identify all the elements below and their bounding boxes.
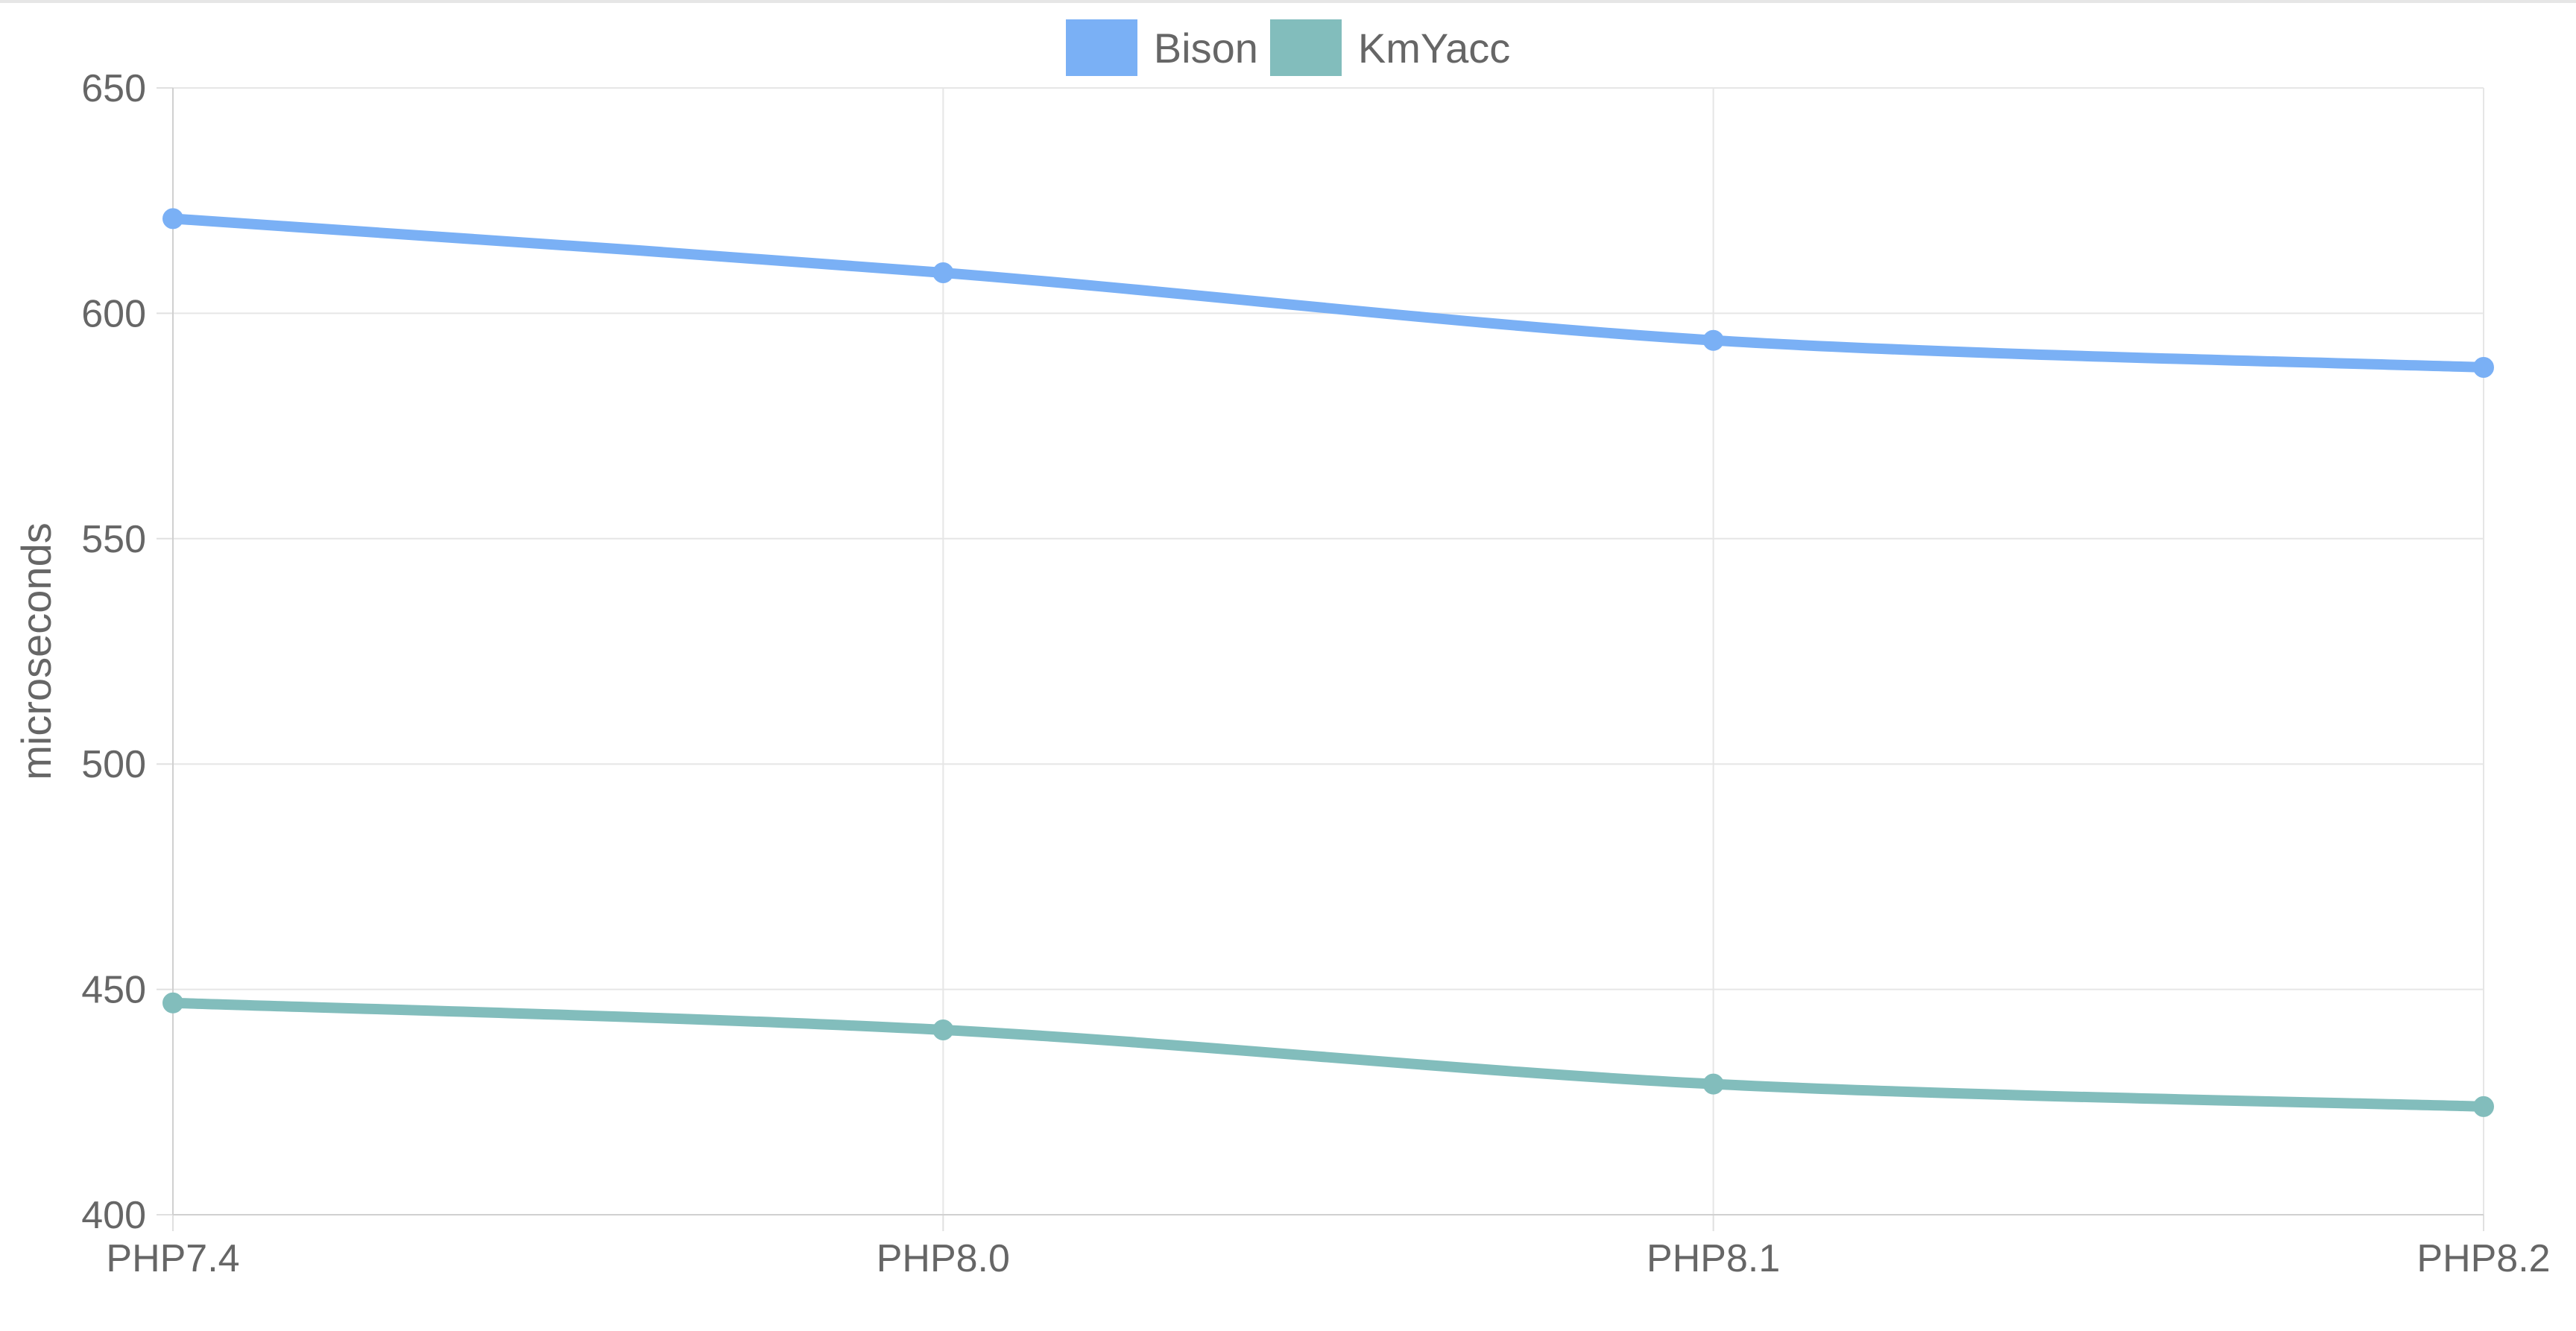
data-point-kmyacc-PHP8.1 <box>1702 1073 1724 1095</box>
x-tick-label-PHP8.0: PHP8.0 <box>877 1237 1010 1280</box>
series-line-kmyacc <box>168 997 2489 1112</box>
chart-axes <box>157 87 2484 1231</box>
legend-item-bison[interactable]: Bison <box>1065 19 1258 76</box>
series-line-bison <box>168 213 2489 373</box>
y-tick-label-450: 450 <box>81 969 146 1012</box>
y-tick-label-600: 600 <box>81 292 146 335</box>
top-divider <box>0 0 2576 3</box>
legend-item-kmyacc[interactable]: KmYacc <box>1269 19 1511 76</box>
y-tick-label-550: 550 <box>81 518 146 561</box>
x-tick-label-PHP8.2: PHP8.2 <box>2416 1237 2550 1280</box>
data-point-bison-PHP8.1 <box>1702 329 1724 351</box>
data-point-kmyacc-PHP8.0 <box>932 1019 954 1041</box>
legend-swatch-kmyacc <box>1269 19 1342 76</box>
y-axis-title: microseconds <box>13 522 60 780</box>
x-tick-label-PHP7.4: PHP7.4 <box>106 1237 239 1280</box>
grid-lines <box>173 87 2484 1215</box>
legend-label-kmyacc: KmYacc <box>1357 24 1511 72</box>
y-tick-label-500: 500 <box>81 743 146 786</box>
data-point-bison-PHP8.0 <box>932 262 954 283</box>
series-group <box>162 208 2494 1117</box>
data-point-kmyacc-PHP8.2 <box>2473 1096 2494 1117</box>
y-tick-label-400: 400 <box>81 1194 146 1237</box>
data-point-bison-PHP7.4 <box>162 208 183 230</box>
chart-legend: Bison KmYacc <box>0 19 2576 76</box>
y-tick-label-650: 650 <box>81 67 146 110</box>
legend-swatch-bison <box>1065 19 1137 76</box>
data-point-kmyacc-PHP7.4 <box>162 992 183 1014</box>
legend-label-bison: Bison <box>1153 24 1258 72</box>
x-tick-label-PHP8.1: PHP8.1 <box>1647 1237 1780 1280</box>
data-point-bison-PHP8.2 <box>2473 356 2494 378</box>
tick-labels: 400 450 500 550 600 650 PHP7.4 PHP8.0 PHP8.1 PHP8… <box>81 67 2550 1280</box>
